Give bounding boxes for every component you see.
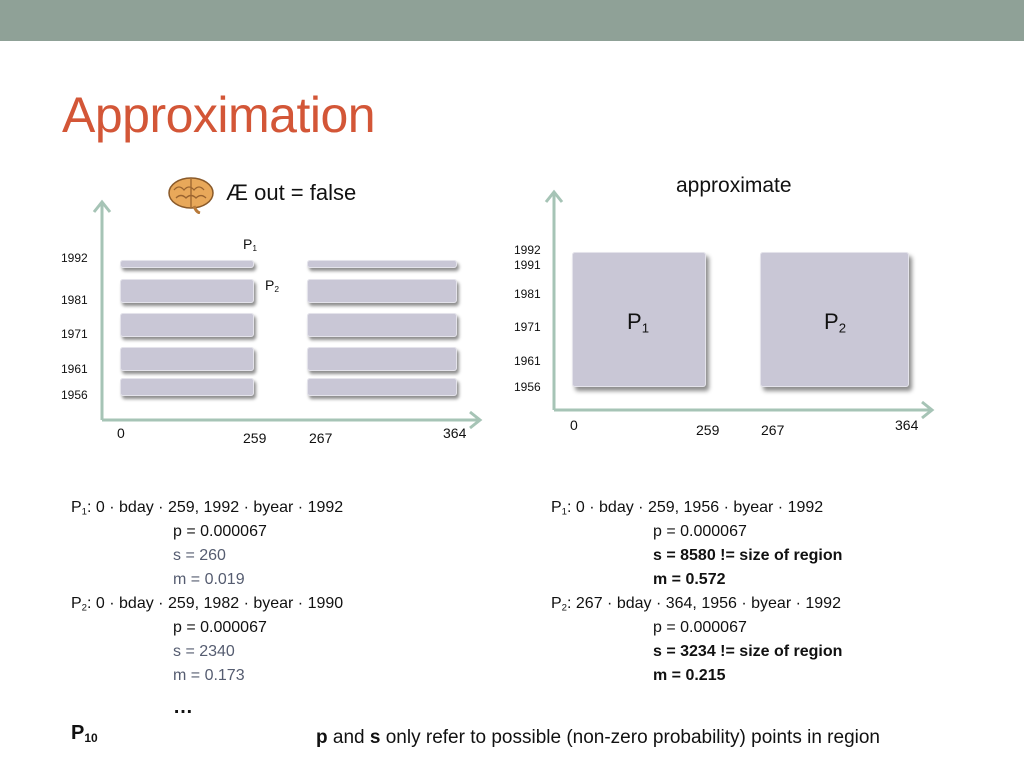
slide-title: Approximation: [62, 87, 376, 143]
region-bar: [307, 279, 457, 303]
region-bar: [120, 279, 254, 303]
region-bar: [307, 313, 457, 337]
y-tick-label: 1956: [514, 380, 541, 394]
region-p1: [572, 252, 706, 387]
right-p2-definition: P2: 267 · bday · 364, 1956 · byear · 199…: [551, 595, 841, 614]
x-tick-label: 364: [443, 425, 467, 441]
x-tick-label: 0: [570, 417, 578, 433]
p1-label: P1: [243, 236, 258, 254]
x-tick-label: 267: [309, 430, 333, 446]
y-tick-label: 1981: [514, 287, 541, 301]
right-p1-m: m = 0.572: [653, 571, 726, 588]
region-bar: [307, 378, 457, 396]
right-p2-m: m = 0.215: [653, 667, 726, 684]
region-bar: [307, 260, 457, 268]
p10-label: P10: [71, 722, 98, 745]
brain-icon: [168, 177, 214, 214]
left-p2-s: s = 2340: [173, 643, 235, 660]
footnote: p and s only refer to possible (non-zero…: [316, 727, 880, 748]
left-chart-header: Æ out = false: [226, 180, 357, 205]
right-p2-s: s = 3234 != size of region: [653, 643, 843, 660]
ellipsis: …: [173, 696, 193, 718]
left-axes: [92, 199, 483, 430]
right-p1-p: p = 0.000067: [653, 523, 747, 540]
left-p2-definition: P2: 0 · bday · 259, 1982 · byear · 1990: [71, 595, 344, 614]
region-bar: [120, 347, 254, 371]
right-p1-definition: P1: 0 · bday · 259, 1956 · byear · 1992: [551, 499, 824, 518]
y-tick-label: 1961: [514, 354, 541, 368]
left-p2-m: m = 0.173: [173, 667, 245, 684]
x-tick-label: 259: [696, 422, 720, 438]
region-p2: [760, 252, 909, 387]
y-tick-label: 1961: [61, 362, 88, 376]
y-tick-label: 1971: [61, 327, 88, 341]
right-axes: [544, 189, 935, 420]
left-p1-m: m = 0.019: [173, 571, 245, 588]
region-p2-label: P2: [824, 309, 847, 336]
region-p1-label: P1: [627, 309, 650, 336]
y-tick-label: 1992: [514, 243, 541, 257]
left-p2-p: p = 0.000067: [173, 619, 267, 636]
y-tick-label: 1971: [514, 320, 541, 334]
x-tick-label: 364: [895, 417, 919, 433]
x-tick-label: 0: [117, 425, 125, 441]
p2-label: P2: [265, 277, 280, 295]
region-bar: [307, 347, 457, 371]
x-tick-label: 259: [243, 430, 267, 446]
right-p2-p: p = 0.000067: [653, 619, 747, 636]
region-bar: [120, 378, 254, 396]
y-tick-label: 1991: [514, 258, 541, 272]
y-tick-label: 1981: [61, 293, 88, 307]
left-p1-p: p = 0.000067: [173, 523, 267, 540]
region-bar: [120, 313, 254, 337]
y-tick-label: 1992: [61, 251, 88, 265]
region-bar: [120, 260, 254, 268]
right-chart-header: approximate: [676, 174, 792, 197]
top-bar: [0, 0, 1024, 41]
right-p1-s: s = 8580 != size of region: [653, 547, 843, 564]
x-tick-label: 267: [761, 422, 785, 438]
left-p1-definition: P1: 0 · bday · 259, 1992 · byear · 1992: [71, 499, 344, 518]
left-p1-s: s = 260: [173, 547, 226, 564]
y-tick-label: 1956: [61, 388, 88, 402]
